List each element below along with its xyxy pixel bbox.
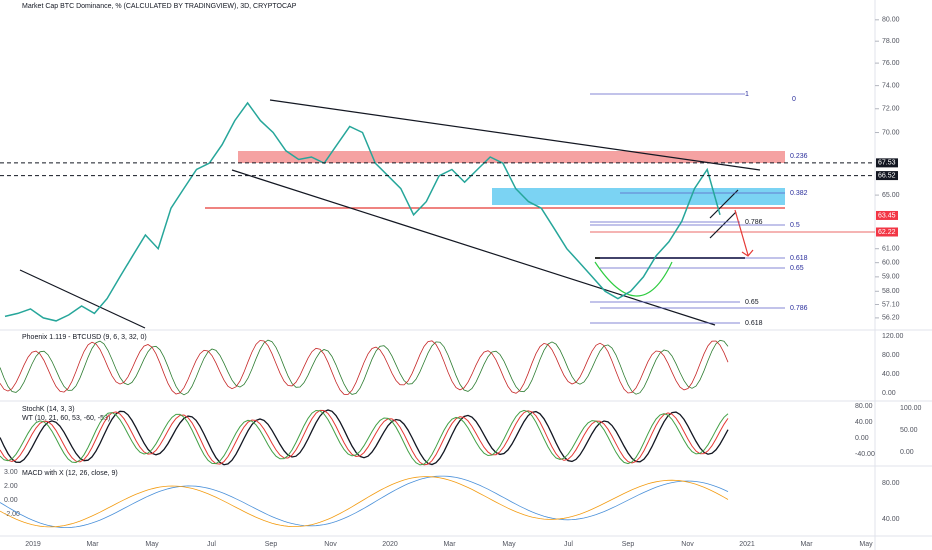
axis-label: 100.00	[900, 405, 922, 412]
fib-label: 0.786	[745, 219, 763, 226]
fib-label: 1	[745, 91, 749, 98]
time-label: May	[502, 541, 516, 548]
trend-lines	[19, 99, 761, 329]
pane-title: WT (10, 21, 60, 53, -60, -53)	[22, 415, 110, 422]
fib-label: 0.382	[790, 190, 808, 197]
axis-label: 2.00	[4, 483, 18, 490]
y-tick-label: 60.00	[882, 260, 900, 267]
indicator-line	[0, 476, 729, 528]
time-label: Mar	[800, 541, 813, 548]
fib-label: 0.618	[790, 255, 808, 262]
fib-label: 0.65	[745, 299, 759, 306]
indicator-line	[0, 475, 729, 528]
time-label: Jul	[564, 541, 573, 548]
y-tick-label: 80.00	[882, 17, 900, 24]
time-label: Sep	[265, 541, 278, 548]
time-label: 2019	[25, 541, 41, 548]
axis-label: -2.00	[4, 511, 20, 518]
pane-title: StochK (14, 3, 3)	[22, 406, 75, 413]
axis-label: 80.00	[882, 352, 900, 359]
axis-label: 80.00	[855, 403, 873, 410]
y-tick-label: 78.00	[882, 38, 900, 45]
axis-label: 40.00	[855, 419, 873, 426]
support-zone	[492, 188, 785, 205]
y-tick-label: 57.10	[882, 301, 900, 308]
indicator-line	[0, 409, 729, 466]
y-tick-label: 59.00	[882, 274, 900, 281]
axis-label: 0.00	[4, 497, 18, 504]
y-tick-label: 58.00	[882, 288, 900, 295]
price-tag	[876, 227, 898, 237]
time-label: Mar	[443, 541, 456, 548]
y-tick-label: 72.00	[882, 106, 900, 113]
price-tag-label: 62.22	[878, 229, 896, 236]
pane-title: MACD with X (12, 26, close, 9)	[22, 470, 118, 477]
fib-label: 0.786	[790, 305, 808, 312]
fib-label: 0.5	[790, 222, 800, 229]
fib-lines	[590, 93, 785, 324]
time-label: 2020	[382, 541, 398, 548]
fib-label: 0.65	[790, 265, 804, 272]
axis-label: 80.00	[882, 480, 900, 487]
indicator-line	[0, 340, 729, 395]
time-label: Nov	[681, 541, 694, 548]
axis-label: 40.00	[882, 516, 900, 523]
arrow	[734, 209, 754, 257]
time-label: Sep	[622, 541, 635, 548]
fib-label: 0.618	[745, 320, 763, 327]
price-tag	[876, 158, 898, 168]
axis-label: -40.00	[855, 451, 875, 458]
indicator-line	[0, 339, 729, 396]
time-label: May	[859, 541, 873, 548]
axis-label: 0.00	[882, 390, 896, 397]
axis-label: 50.00	[900, 427, 918, 434]
y-tick-label: 65.00	[882, 192, 900, 199]
fib-label: 0	[792, 96, 796, 103]
price-tag-label: 67.53	[878, 160, 896, 167]
indicator-line	[0, 409, 729, 466]
y-tick-label: 61.00	[882, 246, 900, 253]
price-tag-label: 63.45	[878, 212, 896, 219]
pane-title: Phoenix 1.119 - BTCUSD (9, 6, 3, 32, 0)	[22, 334, 147, 341]
axis-label: 0.00	[900, 449, 914, 456]
price-tag	[876, 210, 898, 220]
header: Market Cap BTC Dominance, % (CALCULATED …	[22, 3, 297, 10]
time-label: Jul	[207, 541, 216, 548]
fib-label: 0.236	[790, 153, 808, 160]
axis-label: 40.00	[882, 371, 900, 378]
axes: 120.00 80.00 40.00 0.00 100.00 50.00 0.00 80.00…	[4, 333, 922, 548]
time-label: May	[145, 541, 159, 548]
y-tick-label: 56.20	[882, 315, 900, 322]
time-label: Nov	[324, 541, 337, 548]
y-tick-label: 70.00	[882, 129, 900, 136]
price-tag-label: 66.52	[878, 172, 896, 179]
price-tag	[876, 171, 898, 181]
time-label: Mar	[86, 541, 99, 548]
indicator-line	[0, 409, 729, 466]
time-label: 2021	[739, 541, 755, 548]
axis-label: 0.00	[855, 435, 869, 442]
y-tick-label: 74.00	[882, 82, 900, 89]
price-line	[4, 101, 721, 322]
cup-curve	[594, 261, 673, 297]
y-tick-label: 76.00	[882, 60, 900, 67]
axis-label: 3.00	[4, 469, 18, 476]
axis-label: 120.00	[882, 333, 904, 340]
